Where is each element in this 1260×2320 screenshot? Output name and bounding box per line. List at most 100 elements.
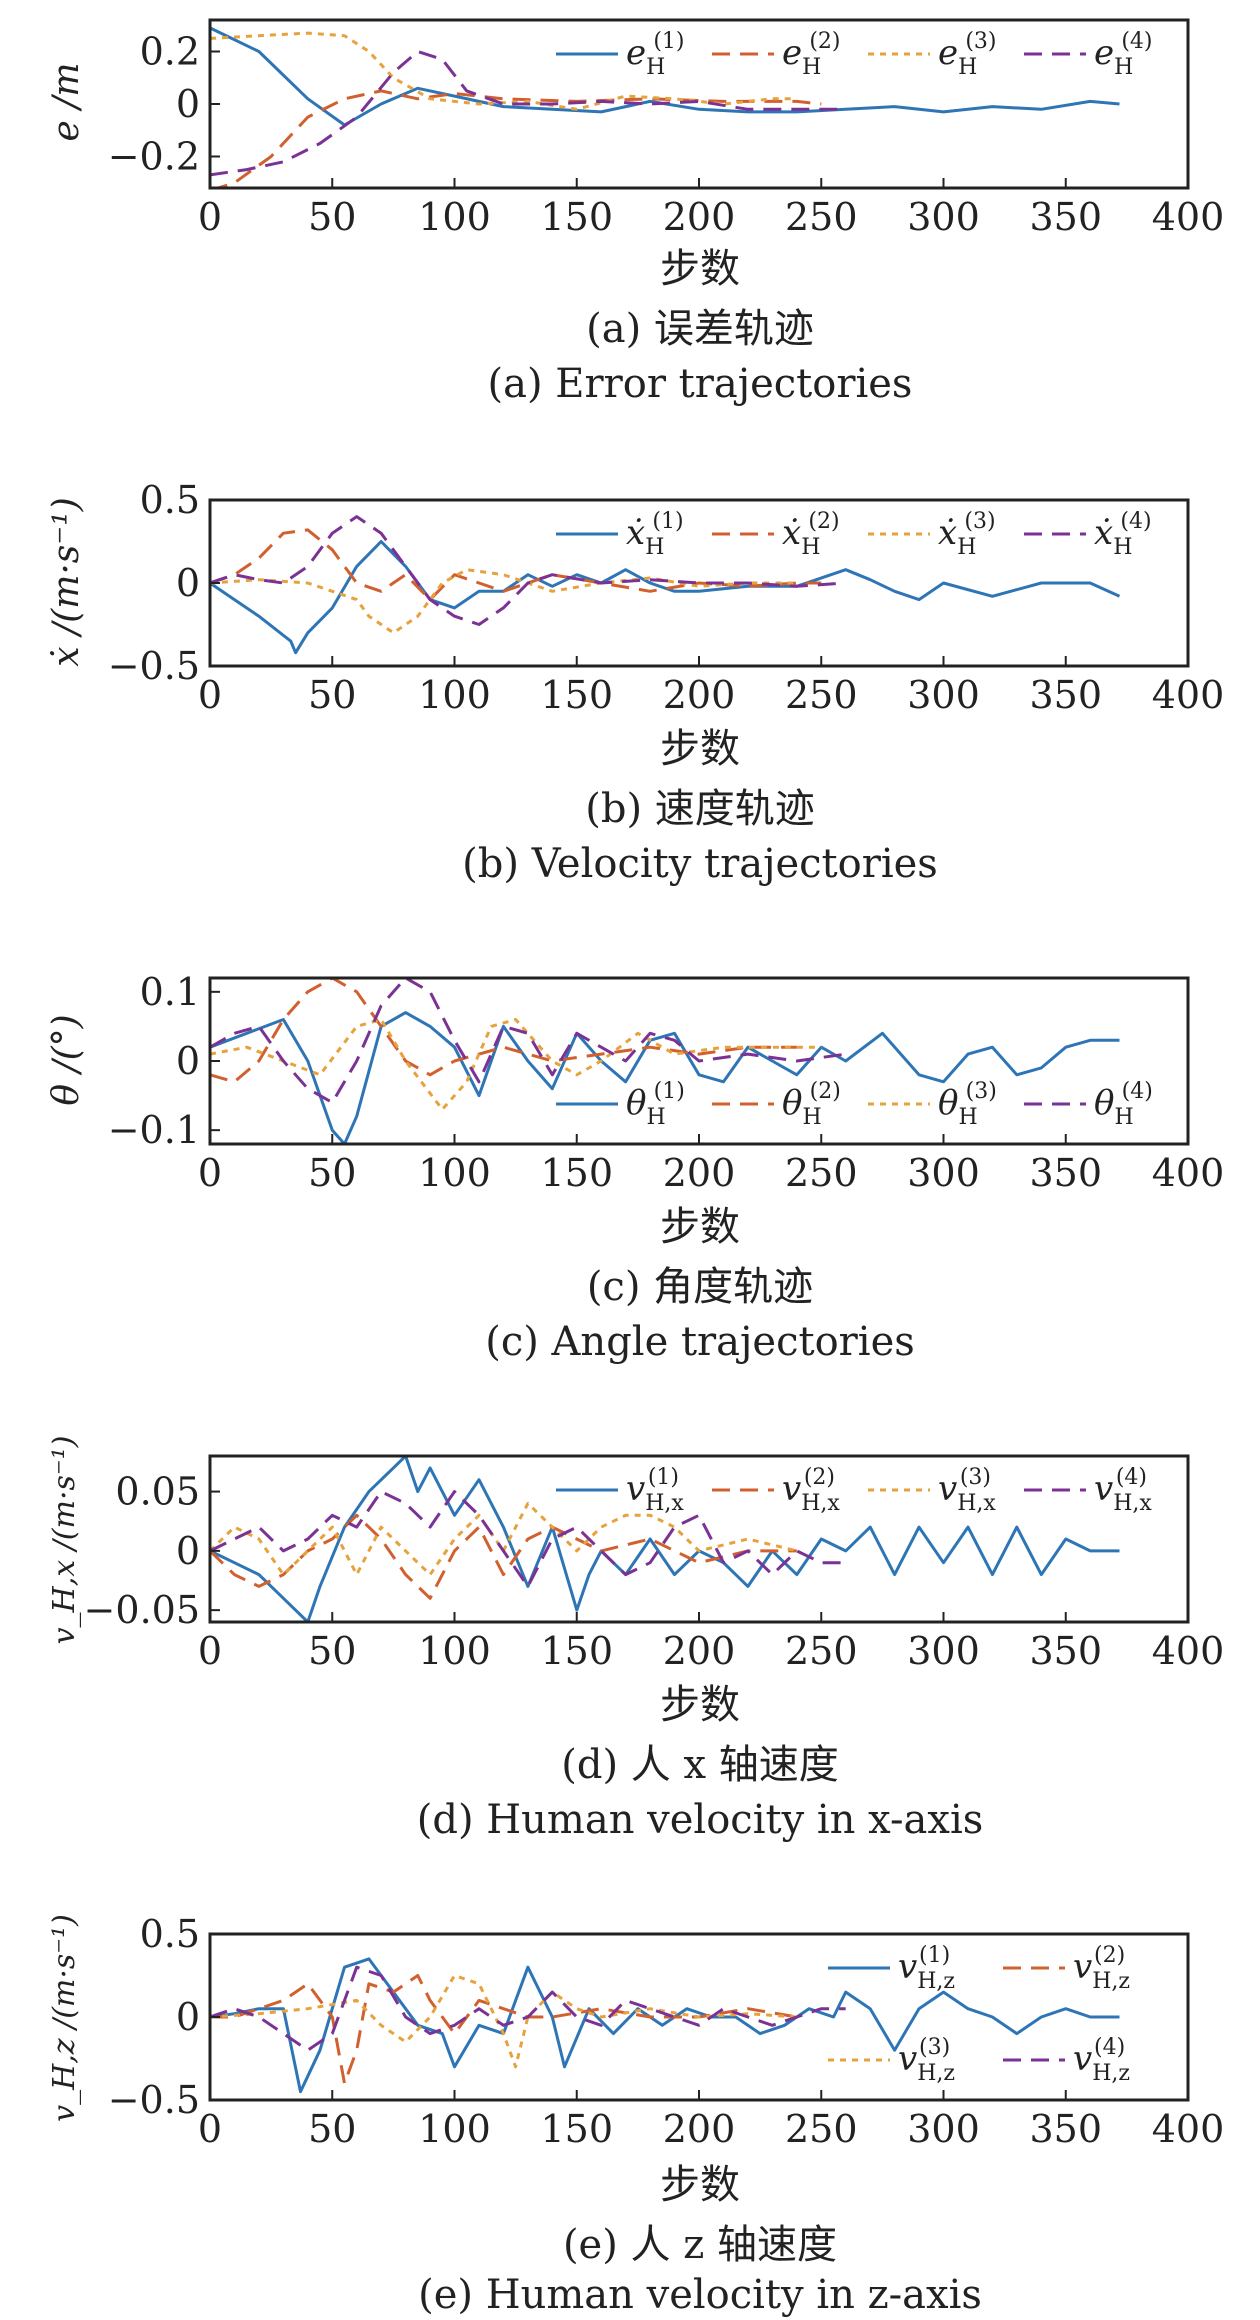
panel-c-ylabel: θ /(°)	[46, 1014, 87, 1105]
x-tick-label: 100	[418, 2107, 491, 2151]
legend-label-3: θH(3)	[938, 1079, 997, 1130]
x-tick-label: 0	[198, 673, 222, 717]
legend-label-1: eH(1)	[626, 29, 684, 80]
panel-d: v_H,x /(m·s⁻¹) 0 50 100 150 200 250 300 350 400 0…	[47, 1436, 1224, 1843]
legend-label-3: eH(3)	[938, 29, 996, 80]
x-tick-label: 150	[540, 673, 613, 717]
x-tick-label: 100	[418, 1629, 491, 1673]
series-line-3	[210, 1501, 798, 1577]
y-tick-label: −0.1	[108, 1108, 200, 1152]
x-tick-label: 400	[1152, 1151, 1225, 1195]
panel-c: θ /(°) 0 50 100 150 200 250 300 350 4000.10−0.1θ…	[46, 970, 1224, 1365]
legend-label-4: eH(4)	[1094, 29, 1152, 80]
y-tick-label: −0.5	[108, 2078, 200, 2122]
panel-b-caption-cn: (b) 速度轨迹	[585, 786, 815, 832]
x-tick-label: 300	[907, 2107, 980, 2151]
x-tick-label: 50	[308, 195, 356, 239]
x-tick-label: 50	[308, 673, 356, 717]
legend-label-1: ẋH(1)	[626, 509, 684, 560]
x-tick-label: 350	[1029, 1151, 1102, 1195]
y-tick-label: 0	[176, 561, 200, 605]
x-tick-label: 0	[198, 1151, 222, 1195]
x-tick-label: 350	[1029, 195, 1102, 239]
x-tick-label: 150	[540, 195, 613, 239]
panel-e-caption-cn: (e) 人 z 轴速度	[563, 2222, 837, 2268]
x-tick-label: 50	[308, 1151, 356, 1195]
y-tick-label: 0	[176, 1995, 200, 2039]
panel-c-xlabel: 步数	[660, 1204, 740, 1250]
x-tick-label: 200	[663, 195, 736, 239]
x-tick-label: 200	[663, 673, 736, 717]
series-line-3	[210, 1974, 797, 2069]
plot-frame	[208, 1454, 1190, 1624]
series-group	[210, 1957, 1120, 2094]
x-tick-label: 200	[663, 1629, 736, 1673]
panel-e: v_H,z /(m·s⁻¹) 0 50 100 150 200 250 300 350 400 0…	[47, 1912, 1224, 2318]
x-tick-label: 250	[785, 2107, 858, 2151]
plot-frame	[208, 18, 1190, 190]
series-line-3	[210, 31, 797, 111]
legend: vH,z(1) vH,z(2) vH,z(3) vH,z(4)	[828, 1943, 1130, 2086]
legend: ẋH(1) ẋH(2) ẋH(3) ẋH(4)	[556, 509, 1152, 560]
series-line-2	[213, 89, 822, 188]
legend-label-2: vH,x(2)	[782, 1465, 840, 1516]
legend-label-1: θH(1)	[626, 1079, 685, 1130]
x-tick-label: 100	[418, 1151, 491, 1195]
panel-d-caption-en: (d) Human velocity in x-axis	[417, 1797, 984, 1843]
panel-e-ylabel: v_H,z /(m·s⁻¹)	[47, 1914, 82, 2122]
series-line-1	[210, 26, 1120, 127]
legend-label-4: ẋH(4)	[1094, 509, 1152, 560]
x-tick-label: 350	[1029, 2107, 1102, 2151]
legend-label-4: vH,x(4)	[1094, 1465, 1152, 1516]
x-tick-label: 250	[785, 673, 858, 717]
x-tick-label: 150	[540, 1151, 613, 1195]
panel-c-caption-cn: (c) 角度轨迹	[587, 1264, 813, 1310]
series-line-4	[210, 50, 846, 177]
legend-label-4: θH(4)	[1094, 1079, 1153, 1130]
x-tick-label: 200	[663, 1151, 736, 1195]
y-tick-label: −0.05	[84, 1588, 200, 1632]
legend-label-2: vH,z(2)	[1073, 1943, 1130, 1994]
panel-a-ylabel: e /m	[46, 62, 87, 141]
panel-e-xlabel: 步数	[660, 2162, 740, 2208]
x-tick-label: 400	[1152, 195, 1225, 239]
x-tick-label: 100	[418, 673, 491, 717]
x-tick-label: 350	[1029, 1629, 1102, 1673]
panel-b-ylabel: ẋ /(m·s⁻¹)	[46, 497, 87, 666]
panel-a: e /m 0 50 100 150 200 250 300 350 400 0.2 0 −0.2 eH(…	[46, 18, 1225, 407]
x-tick-label: 0	[198, 195, 222, 239]
x-tick-label: 400	[1152, 673, 1225, 717]
x-tick-label: 350	[1029, 673, 1102, 717]
series-line-1	[210, 540, 1121, 655]
legend-label-1: vH,x(1)	[626, 1465, 684, 1516]
series-group	[210, 1456, 1120, 1622]
legend-label-3: ẋH(3)	[938, 509, 996, 560]
x-tick-label: 200	[663, 2107, 736, 2151]
series-line-2	[210, 528, 822, 602]
series-line-4	[210, 1965, 846, 2052]
series-line-2	[210, 978, 797, 1084]
x-tick-label: 100	[418, 195, 491, 239]
x-tick-label: 300	[907, 1629, 980, 1673]
y-tick-label: 0	[176, 1039, 200, 1083]
x-tick-label: 50	[308, 1629, 356, 1673]
panel-e-caption-en: (e) Human velocity in z-axis	[418, 2272, 982, 2318]
legend: θH(1) θH(2) θH(3) θH(4)	[556, 1079, 1153, 1130]
y-tick-label: 0	[176, 1529, 200, 1573]
legend-label-2: eH(2)	[782, 29, 840, 80]
series-line-4	[210, 515, 846, 626]
series-line-3	[210, 1018, 822, 1111]
series-line-4	[210, 1490, 846, 1588]
legend-label-2: ẋH(2)	[782, 509, 840, 560]
x-tick-label: 150	[540, 2107, 613, 2151]
panel-d-plot: 0 50 100 150 200 250 300 350 4000.050−0.05vH,x(1…	[84, 1454, 1224, 1673]
x-tick-label: 250	[785, 195, 858, 239]
y-tick-label: 0.5	[140, 1912, 200, 1956]
legend-label-1: vH,z(1)	[898, 1943, 955, 1994]
legend-label-4: vH,z(4)	[1073, 2035, 1130, 2086]
y-tick-label: 0.05	[115, 1470, 200, 1514]
x-tick-label: 400	[1152, 2107, 1225, 2151]
